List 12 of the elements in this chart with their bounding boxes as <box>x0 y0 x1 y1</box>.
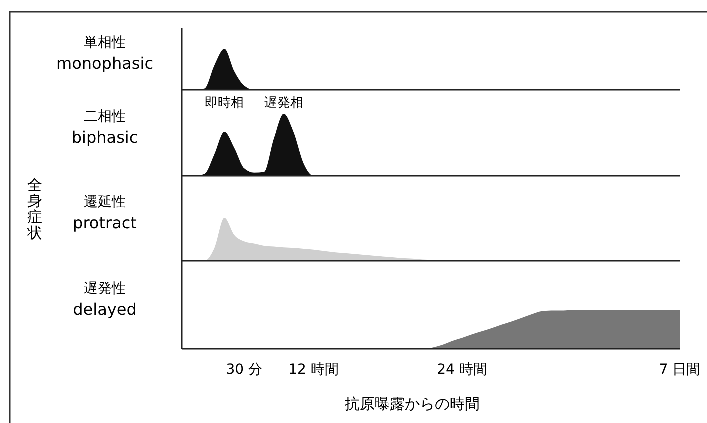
y-axis-title: 遷延性 protract <box>73 194 137 232</box>
x-tick-label: 7 日間 <box>659 362 701 378</box>
text: 全身症状 <box>26 176 42 242</box>
y-axis-title: 単相性 monophasic <box>56 35 154 73</box>
text: 即時相 <box>205 96 244 111</box>
x-tick-label: 12 時間 <box>288 362 339 378</box>
y-axis-title: 二相性 biphasic <box>72 109 138 147</box>
x-axis-title: 抗原曝露からの時間 <box>345 395 480 413</box>
text: 遅発相 <box>264 96 304 111</box>
x-tick-label: 24 時間 <box>437 362 488 378</box>
y-axis-title: 遅発性 delayed <box>73 281 137 319</box>
x-tick-label: 30 分 <box>226 362 263 378</box>
